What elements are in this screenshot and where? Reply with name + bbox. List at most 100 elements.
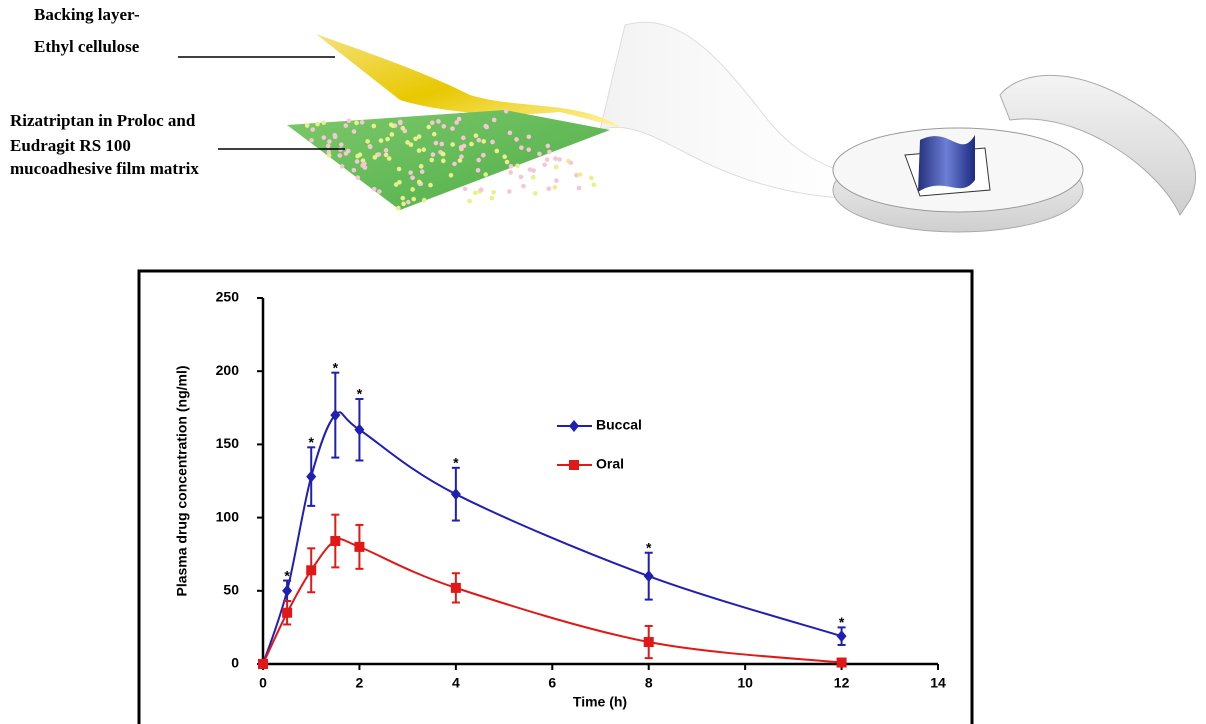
dot: [403, 129, 408, 134]
y-tick-label: 0: [231, 655, 239, 671]
dot: [322, 135, 327, 140]
label: mucoadhesive film matrix: [10, 159, 199, 178]
dot: [309, 138, 314, 143]
dot: [554, 165, 559, 170]
dot: [339, 142, 344, 147]
dot: [421, 147, 426, 152]
dot: [397, 167, 402, 172]
x-tick-label: 4: [452, 675, 460, 691]
dot: [368, 145, 373, 150]
dot: [406, 200, 411, 205]
dot: [484, 125, 489, 130]
label: Rizatriptan in Proloc and: [10, 111, 196, 130]
dot: [396, 206, 401, 211]
dot: [467, 199, 472, 204]
dot: [481, 139, 486, 144]
dot: [419, 164, 424, 169]
dot: [477, 138, 482, 143]
dot: [578, 172, 583, 177]
dot: [321, 120, 326, 125]
dot: [429, 158, 434, 163]
dot: [365, 139, 370, 144]
dot: [533, 191, 538, 196]
dot: [358, 152, 363, 157]
dot: [521, 184, 526, 189]
point: [644, 637, 654, 647]
dot: [508, 131, 513, 136]
dot: [592, 182, 597, 187]
dot: [385, 137, 390, 142]
dot: [401, 202, 406, 207]
dot: [436, 119, 441, 124]
dot: [514, 137, 519, 142]
label: Backing layer-: [34, 5, 140, 24]
dot: [384, 148, 389, 153]
dot: [546, 144, 551, 149]
dot: [449, 173, 454, 178]
dot: [526, 147, 531, 152]
dot: [360, 120, 365, 125]
dot: [360, 163, 365, 168]
dot: [410, 187, 415, 192]
x-tick-label: 8: [645, 675, 653, 691]
dot: [457, 117, 462, 122]
significance-mark: *: [308, 434, 314, 450]
x-tick-label: 14: [930, 675, 946, 691]
dot: [352, 168, 357, 173]
label: Ethyl cellulose: [34, 37, 140, 56]
dot: [450, 142, 455, 147]
dot: [479, 187, 484, 192]
dot: [462, 144, 467, 149]
dot: [569, 161, 574, 166]
y-tick-label: 100: [216, 508, 240, 524]
dot: [355, 159, 360, 164]
dot: [489, 196, 494, 201]
dot: [441, 124, 446, 129]
dot: [552, 185, 557, 190]
dot: [310, 127, 315, 132]
dot: [483, 172, 488, 177]
dot: [326, 144, 331, 149]
dot: [409, 142, 414, 147]
dot: [589, 176, 594, 181]
dot: [554, 178, 559, 183]
dot: [389, 122, 394, 127]
y-tick-label: 250: [216, 289, 240, 305]
dot: [469, 142, 474, 147]
dot: [426, 125, 431, 130]
significance-mark: *: [453, 455, 459, 471]
dot: [441, 159, 446, 164]
dot: [476, 168, 481, 173]
dot: [508, 170, 513, 175]
dot: [340, 164, 345, 169]
legend-marker: [569, 460, 579, 470]
dot: [527, 134, 532, 139]
dot: [476, 158, 481, 163]
y-tick-label: 50: [223, 582, 239, 598]
dot: [411, 197, 416, 202]
point: [837, 658, 847, 668]
dot: [430, 120, 435, 125]
dot: [417, 148, 422, 153]
dot: [577, 186, 582, 191]
dot: [410, 176, 415, 181]
dot: [387, 156, 392, 161]
illustration: Backing layer- Ethyl cellulose Rizatript…: [10, 5, 1196, 232]
dot: [354, 121, 359, 126]
dot: [531, 175, 536, 180]
dot: [400, 196, 405, 201]
dot: [515, 164, 520, 169]
dot: [545, 157, 550, 162]
dot: [343, 123, 348, 128]
dot: [509, 164, 514, 169]
dot: [337, 153, 342, 158]
y-tick-label: 150: [216, 435, 240, 451]
x-axis-title: Time (h): [573, 694, 627, 710]
dot: [352, 129, 357, 134]
label: Eudragit RS 100: [10, 136, 131, 155]
point: [330, 536, 340, 546]
dot: [441, 152, 446, 157]
dot: [473, 191, 478, 196]
dot: [355, 175, 360, 180]
dot: [491, 190, 496, 195]
